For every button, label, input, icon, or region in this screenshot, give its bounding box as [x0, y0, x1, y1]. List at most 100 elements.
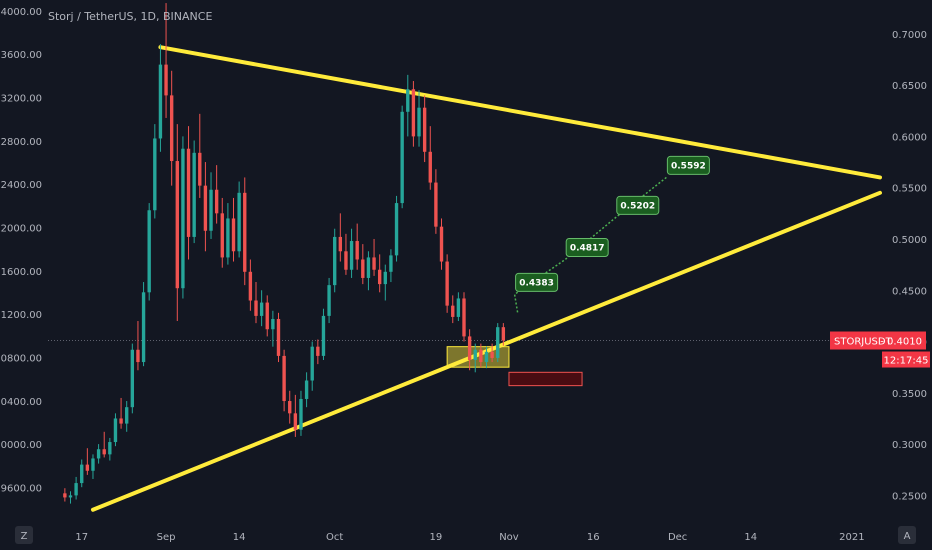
x-axis-tick: 14: [233, 532, 246, 543]
left-axis-tick: 13200.00: [0, 94, 42, 105]
candle-body: [411, 89, 416, 137]
candle-body: [119, 418, 123, 424]
candle-body: [484, 351, 489, 363]
left-axis-tick: 10000.00: [0, 440, 42, 451]
candle-body: [243, 192, 247, 272]
candle-body: [490, 351, 494, 358]
corner-left-box: [15, 526, 33, 544]
left-axis-tick: 12800.00: [0, 137, 42, 148]
candle-body: [467, 336, 472, 360]
candle-body: [349, 241, 354, 270]
candle-body: [226, 218, 230, 258]
candle-body: [186, 148, 191, 237]
price-tag-box: [830, 331, 926, 350]
candle-body: [271, 318, 275, 330]
candle-body: [130, 349, 135, 408]
candle-body: [220, 213, 224, 258]
candle-body: [383, 271, 387, 285]
candle-body: [181, 148, 185, 289]
candle-body: [276, 318, 281, 356]
candle-body: [141, 292, 146, 363]
candle-body: [361, 259, 365, 278]
right-axis-tick: 0.5000: [892, 235, 927, 246]
candle-body: [422, 107, 427, 152]
projection-label-box: [565, 237, 609, 257]
chart-title: Storj / TetherUS, 1D, BINANCE: [48, 10, 212, 23]
trendline-upper: [158, 45, 882, 180]
corner-left-label: Z: [21, 531, 28, 542]
last-price-tag: - 0.4010: [880, 337, 922, 348]
candle-body: [428, 151, 432, 183]
candle-body: [394, 203, 399, 256]
candle-body: [389, 255, 393, 272]
stop-box: [508, 371, 583, 387]
candle-body: [259, 302, 264, 316]
support-box: [446, 346, 510, 368]
candle-body: [125, 407, 129, 424]
candle-body: [406, 89, 410, 112]
candle-body: [198, 152, 202, 186]
candle-body: [169, 95, 174, 162]
left-axis-tick: 10800.00: [0, 354, 42, 365]
candle-body: [91, 458, 95, 471]
candle-body: [451, 305, 455, 317]
candle-body: [377, 269, 382, 285]
candle-body: [456, 298, 461, 317]
corner-right-label: A: [904, 531, 911, 542]
left-axis-tick: 11200.00: [0, 310, 42, 321]
candle-body: [282, 355, 286, 402]
x-axis-tick: 19: [430, 532, 443, 543]
projection-label-box: [515, 272, 559, 292]
candle-body: [203, 185, 208, 231]
left-axis-tick: 13600.00: [0, 50, 42, 61]
axes-layer: 14000.00 13600.00 13200.00 12800.00 12400.00…: [0, 7, 930, 544]
candle-body: [338, 236, 343, 252]
candle-body: [102, 449, 106, 455]
left-axis-tick: 10400.00: [0, 397, 42, 408]
candle-body: [316, 346, 320, 356]
candle-body: [304, 380, 309, 399]
candle-body: [479, 349, 483, 363]
x-axis-tick: 2021: [839, 532, 864, 543]
corner-right-box: [898, 526, 916, 544]
candle-body: [74, 483, 78, 496]
left-axis-tick: 14000.00: [0, 7, 42, 18]
candle-body: [473, 349, 477, 360]
projection-layer: 0.4383 0.4817 0.5202 0.5592: [513, 155, 710, 313]
candle-body: [462, 298, 466, 337]
right-axis-tick: 0.2500: [892, 491, 927, 502]
candle-body: [254, 300, 258, 316]
candle-body: [496, 327, 500, 358]
candle-body: [288, 401, 292, 414]
x-axis-tick: Dec: [668, 532, 687, 543]
candle-body: [439, 226, 444, 262]
candle-body: [299, 398, 303, 430]
projection-label-box: [666, 155, 710, 175]
x-axis-tick: 17: [75, 532, 88, 543]
x-axis-tick: 14: [744, 532, 757, 543]
candle-body: [214, 189, 219, 214]
candles-layer: [63, 3, 506, 504]
candle-body: [108, 442, 112, 455]
candle-body: [147, 210, 151, 293]
candle-body: [63, 493, 67, 498]
left-axis-tick: 12000.00: [0, 224, 42, 235]
countdown-box: [882, 351, 930, 368]
right-axis-tick: 0.5500: [892, 184, 927, 195]
candle-body: [231, 218, 236, 252]
candle-body: [366, 257, 371, 278]
candle-body: [293, 413, 298, 430]
symbol-tag: STORJUSDT: [834, 337, 893, 348]
candle-body: [327, 285, 331, 316]
right-axis-tick: 0.3000: [892, 440, 927, 451]
candle-body: [80, 464, 84, 484]
right-axis-tick: 0.4500: [892, 286, 927, 297]
projection-path: [513, 176, 667, 313]
candle-body: [417, 107, 421, 137]
candle-body: [310, 346, 314, 381]
right-axis-tick: 0.3500: [892, 389, 927, 400]
x-axis-tick: 16: [587, 532, 600, 543]
candle-body: [248, 271, 253, 301]
